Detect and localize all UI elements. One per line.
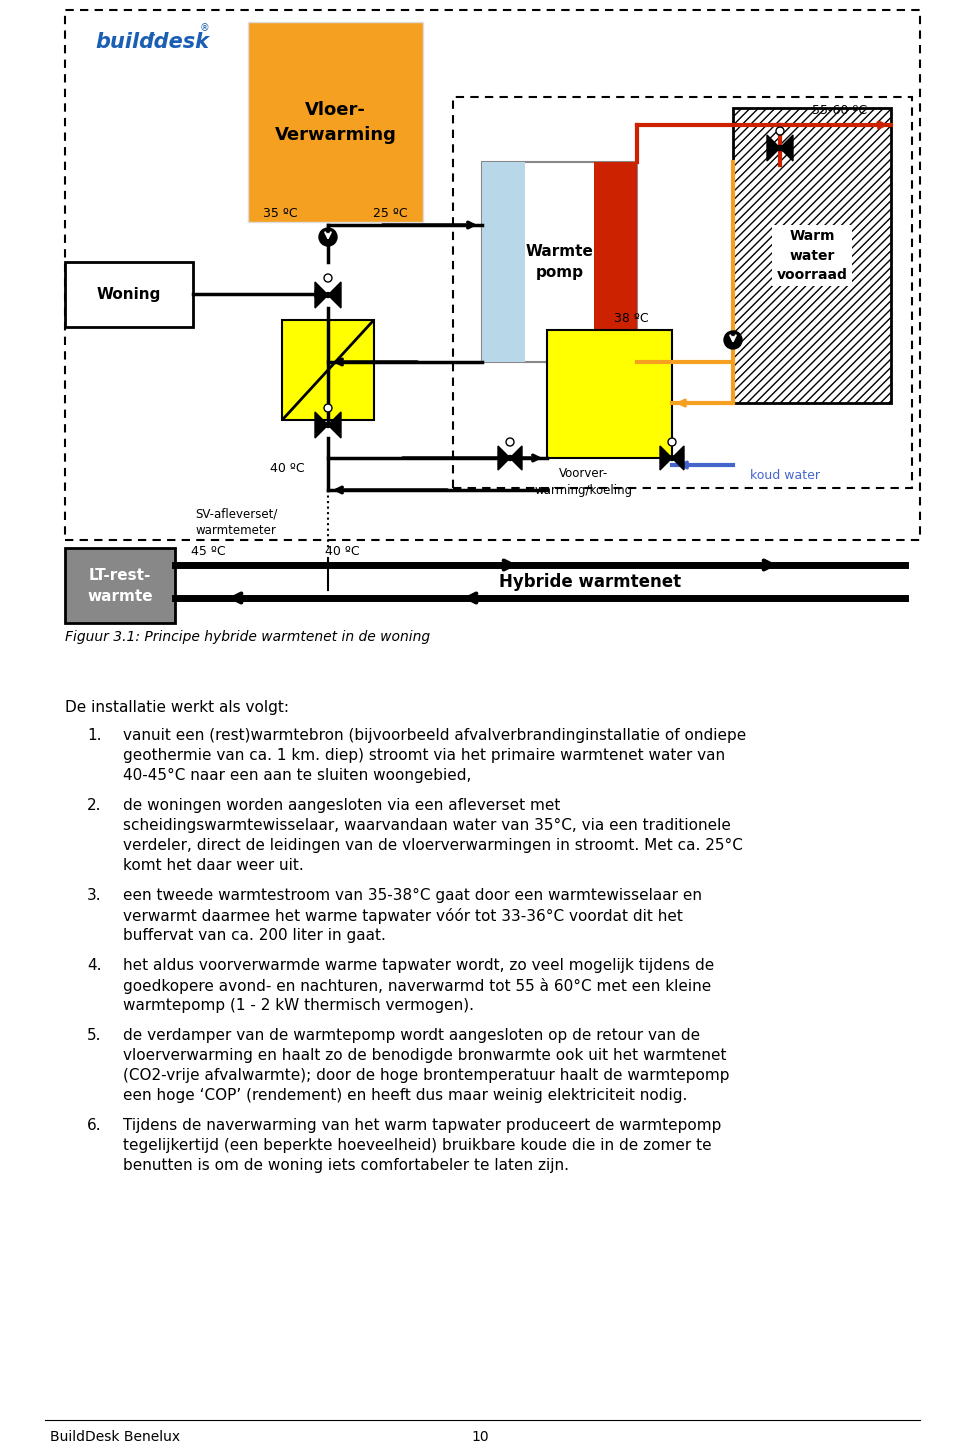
Text: 4.: 4.	[87, 958, 102, 973]
Circle shape	[324, 274, 332, 281]
Circle shape	[776, 128, 784, 135]
Text: Hybride warmtenet: Hybride warmtenet	[499, 573, 681, 592]
Text: het aldus voorverwarmde warme tapwater wordt, zo veel mogelijk tijdens de: het aldus voorverwarmde warme tapwater w…	[123, 958, 714, 973]
Circle shape	[778, 145, 782, 151]
Text: ʳdesk: ʳdesk	[148, 32, 210, 52]
Text: Vloer-
Verwarming: Vloer- Verwarming	[275, 100, 396, 144]
Text: verdeler, direct de leidingen van de vloerverwarmingen in stroomt. Met ca. 25°C: verdeler, direct de leidingen van de vlo…	[123, 838, 743, 853]
Text: 45 ºC: 45 ºC	[191, 545, 226, 557]
Bar	[65, 262, 193, 328]
Bar	[65, 548, 175, 624]
Bar	[733, 107, 891, 403]
Text: 10: 10	[471, 1430, 489, 1444]
Text: 6.: 6.	[87, 1118, 102, 1132]
Circle shape	[325, 293, 330, 297]
Text: de woningen worden aangesloten via een afleverset met: de woningen worden aangesloten via een a…	[123, 798, 561, 813]
Text: 3.: 3.	[87, 887, 102, 903]
Text: 1.: 1.	[87, 728, 102, 742]
Polygon shape	[767, 135, 780, 161]
Circle shape	[324, 405, 332, 412]
Text: vanuit een (rest)warmtebron (bijvoorbeeld afvalverbrandinginstallatie of ondiepe: vanuit een (rest)warmtebron (bijvoorbeel…	[123, 728, 746, 742]
Text: 55-60 ºC: 55-60 ºC	[812, 103, 867, 116]
Polygon shape	[660, 447, 672, 470]
Polygon shape	[498, 447, 510, 470]
Text: Tijdens de naverwarming van het warm tapwater produceert de warmtepomp: Tijdens de naverwarming van het warm tap…	[123, 1118, 721, 1132]
Text: de verdamper van de warmtepomp wordt aangesloten op de retour van de: de verdamper van de warmtepomp wordt aan…	[123, 1028, 700, 1043]
Text: Warm
water
voorraad: Warm water voorraad	[777, 229, 848, 281]
Bar	[65, 10, 920, 539]
Text: warmtepomp (1 - 2 kW thermisch vermogen).: warmtepomp (1 - 2 kW thermisch vermogen)…	[123, 998, 474, 1014]
Text: LT-rest-
warmte: LT-rest- warmte	[87, 567, 153, 603]
Text: Figuur 3.1: Principe hybride warmtenet in de woning: Figuur 3.1: Principe hybride warmtenet i…	[65, 629, 430, 644]
Text: geothermie van ca. 1 km. diep) stroomt via het primaire warmtenet water van: geothermie van ca. 1 km. diep) stroomt v…	[123, 748, 725, 763]
Circle shape	[325, 422, 330, 428]
Text: De installatie werkt als volgt:: De installatie werkt als volgt:	[65, 700, 289, 715]
Polygon shape	[315, 412, 328, 438]
Polygon shape	[672, 447, 684, 470]
Circle shape	[508, 455, 513, 461]
Circle shape	[506, 438, 514, 447]
Text: Voorver-
warming/koeling: Voorver- warming/koeling	[535, 467, 633, 497]
Text: (CO2-vrije afvalwarmte); door de hoge brontemperatuur haalt de warmtepomp: (CO2-vrije afvalwarmte); door de hoge br…	[123, 1069, 730, 1083]
Text: 38 ºC: 38 ºC	[614, 312, 649, 325]
Bar	[547, 331, 672, 458]
Text: benutten is om de woning iets comfortabeler te laten zijn.: benutten is om de woning iets comfortabe…	[123, 1159, 569, 1173]
Bar	[482, 162, 525, 362]
Polygon shape	[328, 281, 341, 307]
Bar	[593, 162, 637, 362]
Polygon shape	[510, 447, 522, 470]
Text: tegelijkertijd (een beperkte hoeveelheid) bruikbare koude die in de zomer te: tegelijkertijd (een beperkte hoeveelheid…	[123, 1138, 711, 1153]
Text: ®: ®	[200, 23, 209, 33]
Circle shape	[668, 438, 676, 447]
Text: 40-45°C naar een aan te sluiten woongebied,: 40-45°C naar een aan te sluiten woongebi…	[123, 768, 471, 783]
Text: verwarmt daarmee het warme tapwater vóór tot 33-36°C voordat dit het: verwarmt daarmee het warme tapwater vóór…	[123, 908, 683, 924]
Text: 2.: 2.	[87, 798, 102, 813]
Circle shape	[669, 455, 675, 461]
Text: goedkopere avond- en nachturen, naverwarmd tot 55 à 60°C met een kleine: goedkopere avond- en nachturen, naverwar…	[123, 977, 711, 995]
Text: een tweede warmtestroom van 35-38°C gaat door een warmtewisselaar en: een tweede warmtestroom van 35-38°C gaat…	[123, 887, 702, 903]
Bar	[282, 320, 374, 420]
Circle shape	[724, 331, 742, 349]
Polygon shape	[315, 281, 328, 307]
Text: 35 ºC: 35 ºC	[263, 206, 298, 219]
Text: Warmte
pomp: Warmte pomp	[525, 244, 593, 280]
Bar	[482, 162, 637, 362]
Circle shape	[319, 228, 337, 247]
Text: een hoge ‘COP’ (rendement) en heeft dus maar weinig elektriciteit nodig.: een hoge ‘COP’ (rendement) en heeft dus …	[123, 1088, 687, 1103]
Text: 40 ºC: 40 ºC	[324, 545, 359, 557]
Text: 40 ºC: 40 ºC	[270, 461, 304, 474]
Polygon shape	[328, 412, 341, 438]
Text: BuildDesk Benelux: BuildDesk Benelux	[50, 1430, 180, 1444]
Text: 25 ºC: 25 ºC	[372, 206, 407, 219]
Text: buffervat van ca. 200 liter in gaat.: buffervat van ca. 200 liter in gaat.	[123, 928, 386, 942]
Bar	[248, 22, 423, 222]
Text: 5.: 5.	[87, 1028, 102, 1043]
Polygon shape	[780, 135, 793, 161]
Text: build: build	[95, 32, 155, 52]
Text: koud water: koud water	[750, 468, 820, 481]
Bar	[453, 97, 912, 489]
Text: scheidingswarmtewisselaar, waarvandaan water van 35°C, via een traditionele: scheidingswarmtewisselaar, waarvandaan w…	[123, 818, 731, 832]
Text: vloerverwarming en haalt zo de benodigde bronwarmte ook uit het warmtenet: vloerverwarming en haalt zo de benodigde…	[123, 1048, 727, 1063]
Text: SV-afleverset/
warmtemeter: SV-afleverset/ warmtemeter	[195, 507, 277, 536]
Text: Woning: Woning	[97, 287, 161, 302]
Text: komt het daar weer uit.: komt het daar weer uit.	[123, 858, 303, 873]
